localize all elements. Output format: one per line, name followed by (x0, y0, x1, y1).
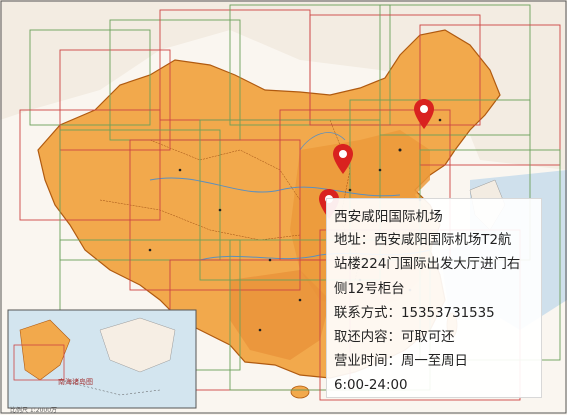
location-info-card[interactable]: 西安咸阳国际机场 地址：西安咸阳国际机场T2航 站楼224门国际出发大厅进门右 … (326, 198, 542, 398)
inset-caption: 南海诸岛图 (58, 378, 93, 386)
address-line-2: 站楼224门国际出发大厅进门右 (334, 257, 521, 273)
hours-label: 营业时间：周一至周日 (334, 354, 468, 370)
south-china-sea-inset (7, 309, 197, 409)
contact-info: 联系方式：15353731535 (334, 305, 495, 321)
pin-northeast[interactable] (413, 98, 435, 130)
service-info: 取还内容：可取可还 (334, 330, 455, 346)
scale-text: 比例尺 1:2000万 (10, 407, 58, 414)
location-title: 西安咸阳国际机场 (334, 209, 443, 225)
hours-time: 6:00-24:00 (334, 378, 408, 394)
address-line-3: 侧12号柜台 (334, 281, 405, 297)
map-pin-icon (333, 144, 353, 174)
address-line-1: 地址：西安咸阳国际机场T2航 (334, 233, 512, 249)
pin-central[interactable] (332, 143, 354, 175)
map-pin-icon (414, 99, 434, 129)
